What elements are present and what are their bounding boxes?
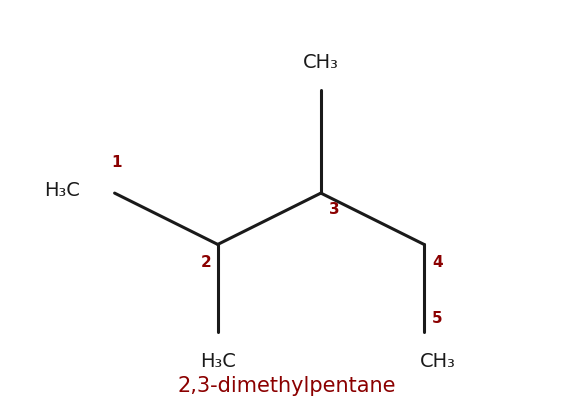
Text: CH₃: CH₃ — [303, 53, 339, 73]
Text: 3: 3 — [329, 202, 340, 217]
Text: H₃C: H₃C — [44, 181, 80, 200]
Text: 1: 1 — [111, 155, 121, 170]
Text: 4: 4 — [432, 255, 443, 270]
Text: H₃C: H₃C — [200, 352, 236, 371]
Text: 2,3-dimethylpentane: 2,3-dimethylpentane — [177, 376, 396, 396]
Text: 2: 2 — [201, 255, 211, 270]
Text: 5: 5 — [432, 311, 443, 326]
Text: CH₃: CH₃ — [420, 352, 456, 371]
